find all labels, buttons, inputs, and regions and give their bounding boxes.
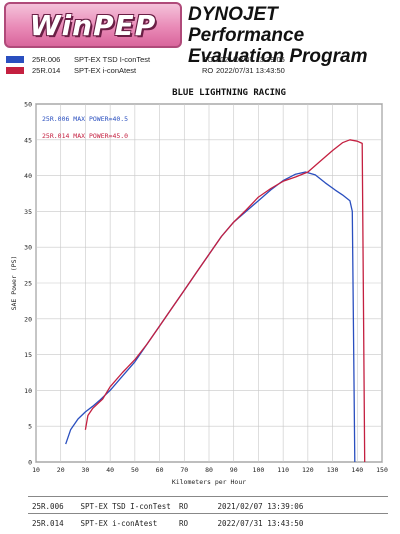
- y-axis-label: SAE Power (PS): [10, 256, 18, 311]
- y-tick-label: 50: [24, 101, 32, 109]
- chart-title: BLUE LIGHTNING RACING: [172, 88, 286, 98]
- run-id: 25R.006: [32, 54, 61, 64]
- y-tick-label: 0: [28, 459, 32, 467]
- app-title-line1: DYNOJET Performance: [188, 4, 305, 46]
- run-id: 25R.014: [32, 65, 61, 75]
- run-date: 2021/02/07 13:39:06: [216, 54, 285, 64]
- logo-text: WinPEP: [29, 8, 157, 42]
- x-tick-label: 20: [57, 466, 65, 474]
- x-tick-label: 120: [302, 466, 314, 474]
- run-date: 2022/07/31 13:43:50: [216, 65, 285, 75]
- y-tick-label: 35: [24, 208, 32, 216]
- footer-run-date: 2021/02/07 13:39:06: [217, 502, 304, 511]
- x-tick-label: 40: [106, 466, 114, 474]
- x-tick-label: 100: [253, 466, 265, 474]
- y-tick-label: 30: [24, 244, 32, 252]
- y-tick-label: 45: [24, 136, 32, 144]
- x-tick-label: 150: [376, 466, 388, 474]
- run-status: RO: [202, 65, 214, 75]
- x-tick-label: 90: [230, 466, 238, 474]
- footer-divider: [28, 513, 388, 514]
- y-tick-label: 15: [24, 351, 32, 359]
- app-title: DYNOJET Performance Evaluation Program: [188, 4, 398, 67]
- footer-run-row: 25R.006 SPT-EX TSD I-conTest RO 2021/02/…: [32, 502, 303, 511]
- x-tick-label: 110: [277, 466, 289, 474]
- y-tick-label: 40: [24, 172, 32, 180]
- footer-run-row: 25R.014 SPT-EX i-conAtest RO 2022/07/31 …: [32, 519, 303, 528]
- x-tick-label: 30: [82, 466, 90, 474]
- footer-run-name: SPT-EX i-conAtest: [80, 519, 158, 528]
- footer-run-id: 25R.006: [32, 502, 64, 511]
- x-tick-label: 80: [205, 466, 213, 474]
- run-legend-row: 25R.014 SPT-EX i-conAtest RO 2022/07/31 …: [6, 65, 285, 75]
- run-color-swatch: [6, 55, 24, 63]
- footer-run-status: RO: [179, 519, 189, 528]
- footer-run-id: 25R.014: [32, 519, 64, 528]
- run-status: RO: [202, 54, 214, 64]
- footer-run-date: 2022/07/31 13:43:50: [217, 519, 304, 528]
- x-axis-label: Kilometers per Hour: [172, 478, 246, 486]
- x-tick-label: 70: [180, 466, 188, 474]
- x-tick-label: 140: [351, 466, 363, 474]
- series-line-25R.014: [84, 139, 366, 463]
- footer-run-status: RO: [179, 502, 189, 511]
- y-tick-label: 20: [24, 315, 32, 323]
- y-tick-label: 5: [28, 423, 32, 431]
- run-legend-row: 25R.006 SPT-EX TSD I-conTest RO 2021/02/…: [6, 54, 285, 64]
- x-tick-label: 50: [131, 466, 139, 474]
- x-tick-label: 60: [156, 466, 164, 474]
- dyno-chart: 10 20 30 40 50 60 70 80 90 100 110 120 130 140 150 0 5 10…: [10, 88, 388, 486]
- footer-run-name: SPT-EX TSD I-conTest: [80, 502, 171, 511]
- y-tick-label: 25: [24, 280, 32, 288]
- run-name: SPT-EX TSD I-conTest: [74, 54, 151, 64]
- winpep-logo: WinPEP: [4, 2, 182, 48]
- app-title-line2: Evaluation Program: [188, 46, 368, 67]
- y-tick-label: 10: [24, 387, 32, 395]
- max-power-annotation: 25R.014 MAX POWER=45.0: [42, 132, 128, 140]
- max-power-annotation: 25R.006 MAX POWER=40.5: [42, 115, 128, 123]
- footer-divider: [28, 496, 388, 497]
- x-tick-label: 10: [32, 466, 40, 474]
- run-color-swatch: [6, 66, 24, 74]
- x-tick-label: 130: [327, 466, 339, 474]
- run-name: SPT-EX i-conAtest: [74, 65, 137, 75]
